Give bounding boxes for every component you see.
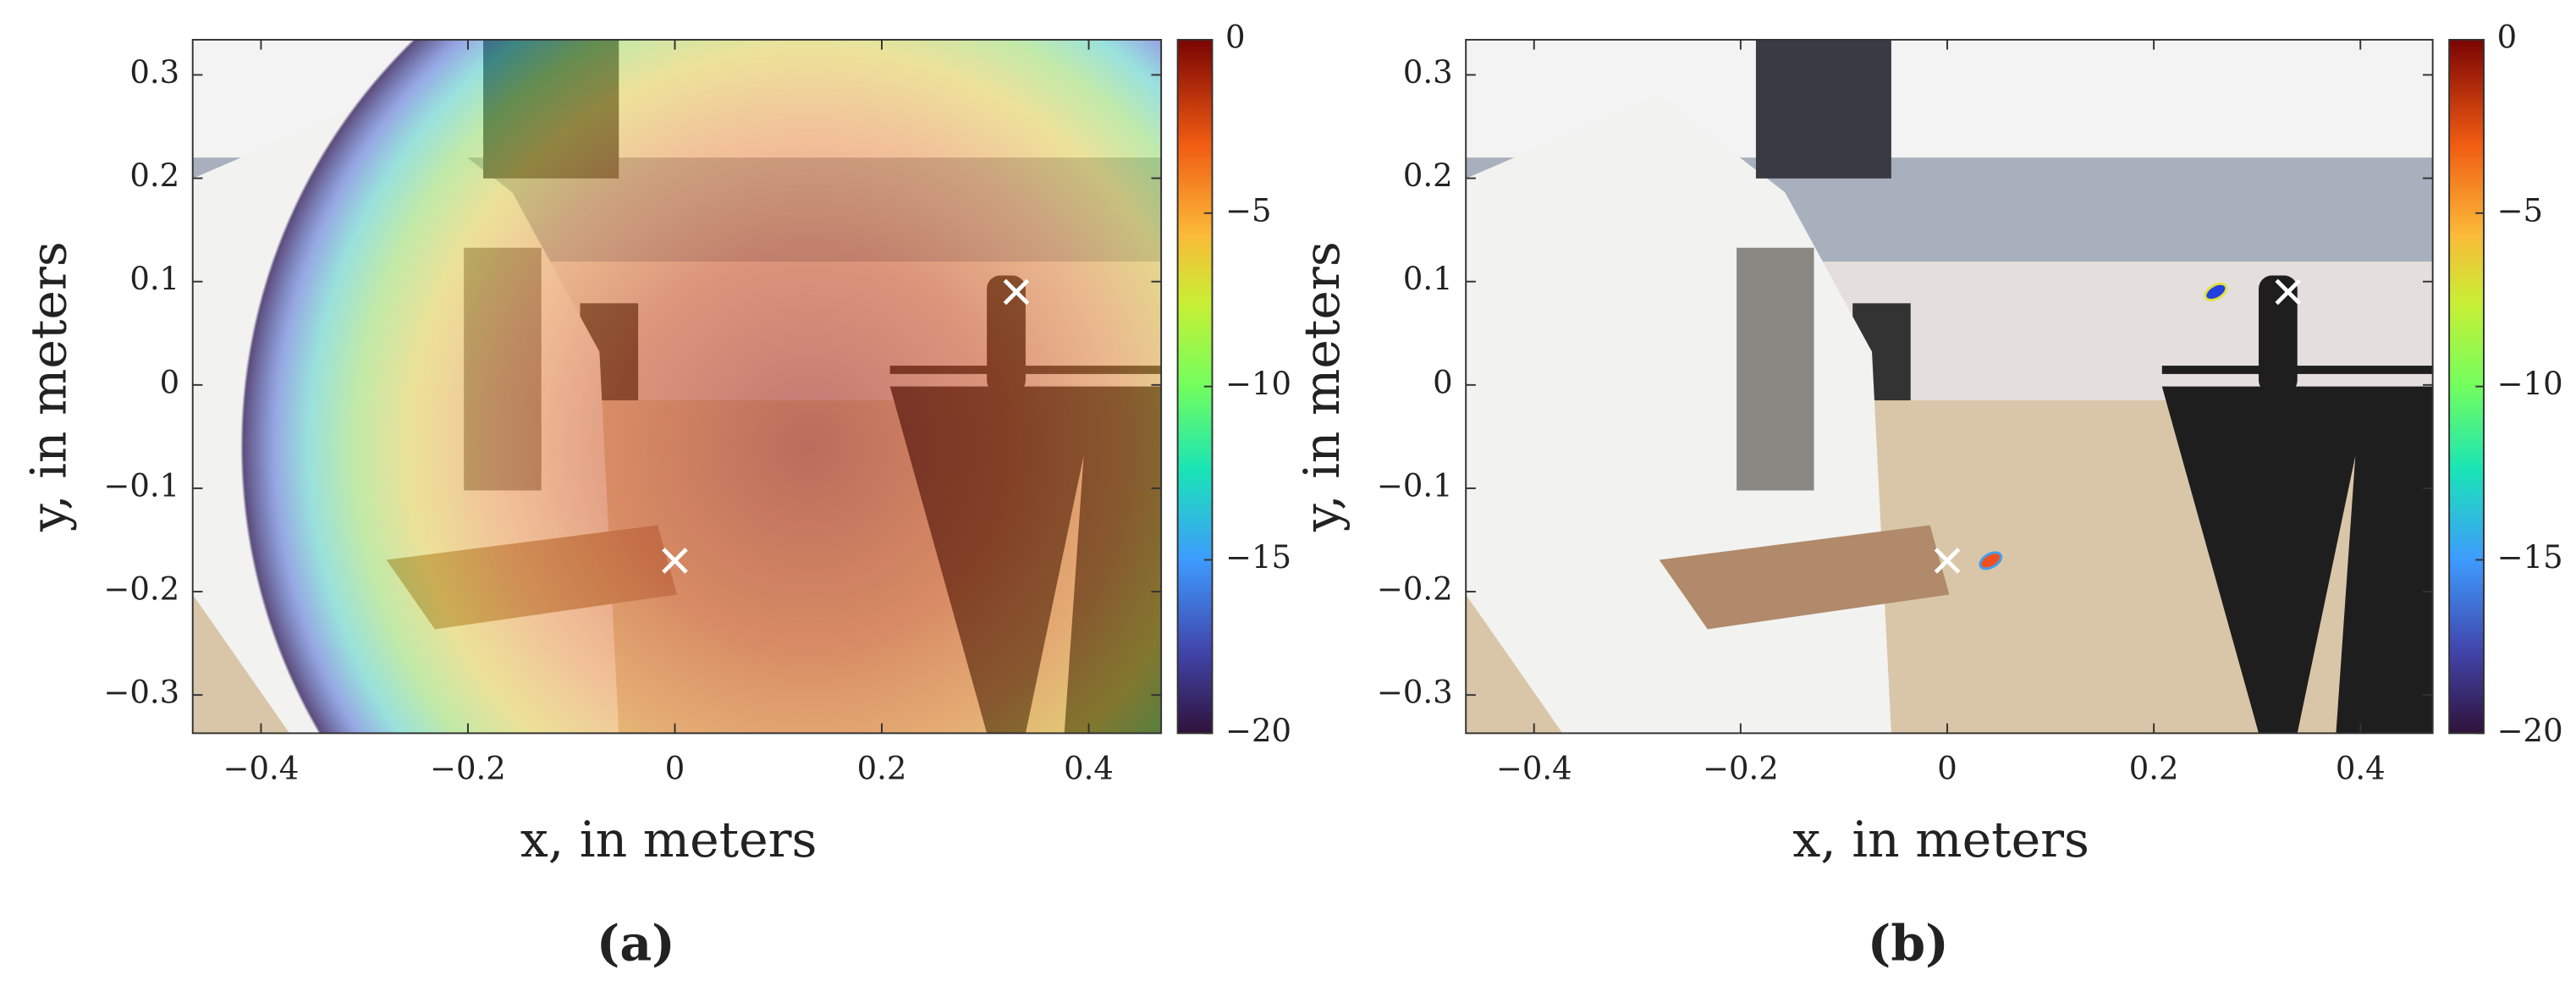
- y-tick-label: −0.1: [1377, 467, 1453, 504]
- x-tick-label: 0.2: [857, 751, 907, 787]
- plot-area: [192, 39, 1162, 734]
- plot-frame: [1465, 38, 2434, 735]
- y-axis-label: y, in meters: [19, 241, 77, 532]
- y-tick-label: −0.3: [103, 675, 179, 711]
- y-axis-label: y, in meters: [1293, 241, 1351, 532]
- x-tick-label: 0: [1937, 751, 1957, 787]
- y-tick-label: 0.2: [1403, 157, 1453, 194]
- y-tick-label: −0.1: [103, 467, 179, 504]
- colorbar-tick-label: −5: [1225, 192, 1272, 229]
- photo-tripod: [2161, 386, 2433, 734]
- x-tick-label: 0.4: [1064, 751, 1114, 787]
- colorbar-tick-label: −10: [2497, 366, 2563, 402]
- colorbar-tick-label: −15: [1225, 539, 1291, 576]
- y-tick-label: 0.2: [129, 157, 179, 194]
- colorbar-tick-label: −20: [1225, 713, 1291, 749]
- x-axis-label: x, in meters: [1792, 811, 2089, 868]
- x-tick-label: 0.2: [2129, 751, 2179, 787]
- x-tick-label: 0: [665, 751, 685, 787]
- colorbar-tick-label: −5: [2497, 192, 2544, 229]
- y-tick-label: −0.2: [1377, 571, 1453, 608]
- heatmap: [192, 39, 1162, 734]
- marker: [1003, 278, 1030, 306]
- x-tick-label: −0.4: [223, 751, 300, 787]
- heatmap-blob: [1979, 551, 2003, 570]
- photo-arm-bar: [2161, 366, 2433, 374]
- colorbar-tick-label: −15: [2497, 539, 2563, 576]
- plot-frame: [191, 38, 1163, 735]
- x-axis-label: x, in meters: [520, 811, 817, 868]
- marker: [1934, 548, 1961, 574]
- marker: [2275, 278, 2302, 306]
- photo-head: [1755, 39, 1891, 179]
- x-tick-label: −0.4: [1496, 751, 1572, 787]
- photo-logo: [1737, 247, 1814, 491]
- y-tick-label: −0.3: [1377, 675, 1453, 711]
- y-tick-label: 0.1: [1403, 261, 1453, 297]
- photo-post: [2259, 275, 2298, 394]
- marker: [662, 548, 688, 574]
- colorbar-tick-label: 0: [1225, 19, 1246, 55]
- plot-area: [1466, 39, 2433, 734]
- panel-title: (b): [1868, 913, 1949, 972]
- heatmap-blob: [2204, 282, 2228, 301]
- y-tick-label: 0: [1433, 364, 1453, 400]
- y-tick-label: 0: [160, 364, 180, 400]
- colorbar-tick-label: 0: [2497, 19, 2518, 55]
- colorbar-tick-label: −10: [1225, 366, 1291, 402]
- photo-arm: [1659, 525, 1950, 630]
- colorbar-tick-label: −20: [2497, 713, 2563, 749]
- y-tick-label: 0.1: [129, 261, 179, 297]
- x-tick-label: −0.2: [430, 751, 506, 787]
- panel-title: (a): [597, 913, 675, 972]
- x-tick-label: 0.4: [2336, 751, 2386, 787]
- y-tick-label: 0.3: [1403, 54, 1453, 91]
- x-tick-label: −0.2: [1703, 751, 1779, 787]
- y-tick-label: 0.3: [129, 54, 179, 91]
- y-tick-label: −0.2: [103, 571, 179, 608]
